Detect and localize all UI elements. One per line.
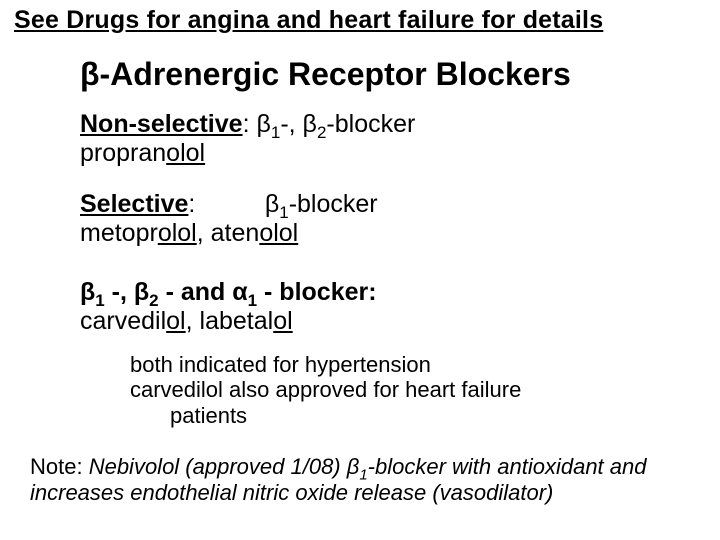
text: -, — [280, 110, 302, 138]
beta-symbol: β — [256, 110, 270, 138]
beta-symbol: β — [303, 110, 317, 138]
text: - blocker: — [257, 278, 376, 306]
subscript: 1 — [271, 123, 280, 142]
text: -blocker — [326, 110, 415, 138]
footnote-text: Nebivolol (approved 1/08) — [89, 454, 347, 479]
indication-note: both indicated for hypertension carvedil… — [130, 352, 680, 428]
separator: , — [186, 307, 200, 335]
drug-name: aten — [211, 219, 260, 247]
beta-symbol: β — [347, 454, 360, 479]
slide-title: β-Adrenergic Receptor Blockers — [80, 56, 571, 93]
beta-symbol: β — [265, 190, 279, 218]
drug-name: metopr — [80, 219, 158, 247]
note-line: both indicated for hypertension — [130, 352, 431, 377]
spacer — [195, 190, 264, 218]
drug-suffix: ol — [166, 307, 185, 335]
drug-suffix: olol — [259, 219, 298, 247]
text: -blocker — [289, 190, 378, 218]
drug-suffix: ol — [273, 307, 292, 335]
nonselective-label: Non-selective — [80, 110, 243, 138]
drug-suffix: olol — [166, 139, 205, 167]
title-beta: β — [80, 56, 100, 92]
title-text: -Adrenergic Receptor Blockers — [100, 56, 571, 92]
beta-symbol: β — [134, 278, 149, 306]
text: -, — [105, 278, 134, 306]
selective-label: Selective — [80, 190, 188, 218]
footnote-lead: Note: — [30, 454, 89, 479]
drug-suffix: olol — [158, 219, 197, 247]
footnote: Note: Nebivolol (approved 1/08) β1-block… — [30, 454, 700, 507]
reference-link: See Drugs for angina and heart failure f… — [14, 6, 706, 35]
mixed-block: β1 -, β2 - and α1 - blocker: carvedilol,… — [80, 278, 680, 336]
text: : — [243, 110, 257, 138]
alpha-symbol: α — [232, 278, 247, 306]
drug-name: labetal — [200, 307, 274, 335]
note-line: patients — [130, 403, 680, 428]
selective-block: Selective: β1-blocker metoprolol, atenol… — [80, 190, 680, 248]
drug-name: propran — [80, 139, 166, 167]
text: - and — [159, 278, 233, 306]
separator: , — [197, 219, 211, 247]
drug-name: carvedil — [80, 307, 166, 335]
nonselective-block: Non-selective: β1-, β2-blocker propranol… — [80, 110, 680, 168]
note-line: carvedilol also approved for heart failu… — [130, 377, 521, 402]
subscript: 2 — [317, 123, 326, 142]
beta-symbol: β — [80, 278, 95, 306]
